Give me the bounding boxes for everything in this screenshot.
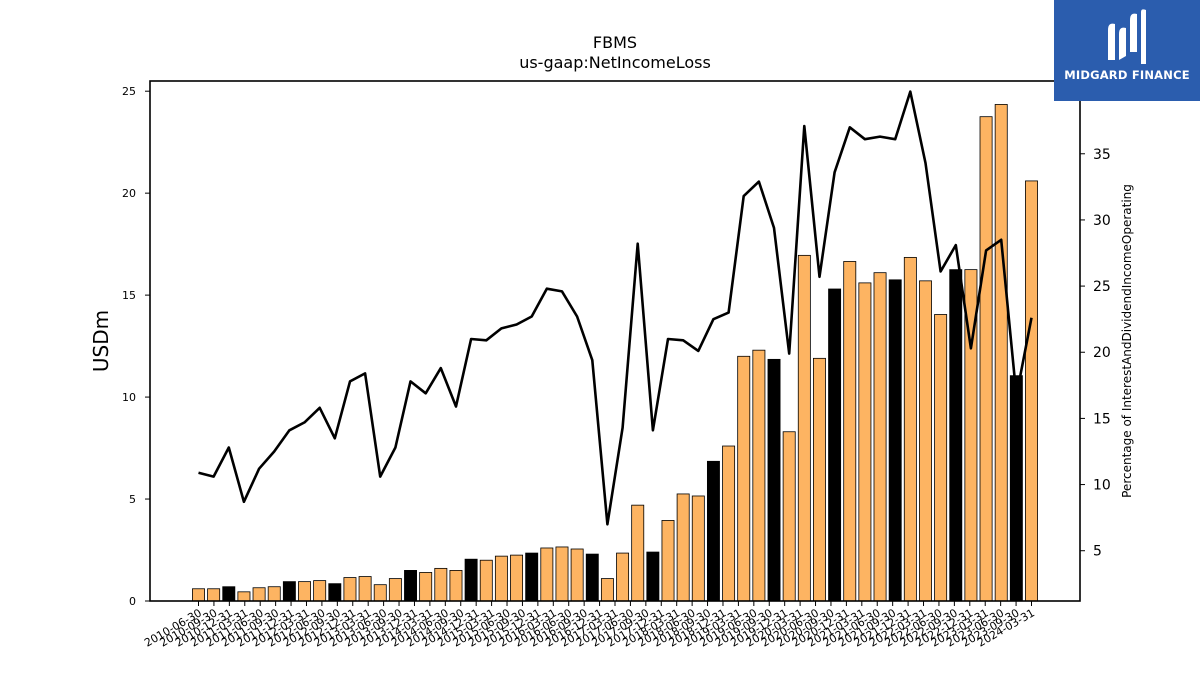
bar xyxy=(646,551,660,602)
y-axis-right: 5 10 15 20 25 30 35 xyxy=(1080,147,1111,560)
bar xyxy=(192,588,205,602)
bar xyxy=(207,588,221,602)
bar xyxy=(919,280,932,602)
y2-axis-label: Percentage of InterestAndDividendIncomeO… xyxy=(1120,184,1134,498)
bar xyxy=(691,495,705,602)
bar xyxy=(706,460,720,602)
bar xyxy=(813,357,826,602)
bar xyxy=(767,358,781,602)
y-tick-label: 25 xyxy=(122,85,136,98)
bar xyxy=(404,570,417,602)
y-tick-label: 15 xyxy=(122,289,136,302)
bar xyxy=(494,555,508,602)
bar xyxy=(934,314,948,602)
bar xyxy=(525,552,539,602)
bar xyxy=(979,116,993,602)
y-axis-label: USDm xyxy=(89,310,113,372)
bar xyxy=(282,581,296,602)
chart-subtitle: us-gaap:NetIncomeLoss xyxy=(519,53,711,72)
midgard-logo-icon xyxy=(1108,9,1146,65)
bar xyxy=(616,552,630,602)
bar xyxy=(994,104,1008,602)
y2-tick-label: 15 xyxy=(1093,411,1111,427)
y2-tick-label: 25 xyxy=(1093,279,1111,295)
bar xyxy=(540,547,554,602)
y2-tick-label: 20 xyxy=(1093,345,1111,361)
bar xyxy=(843,261,857,602)
brand-logo: MIDGARD FINANCE xyxy=(1054,0,1200,101)
bar xyxy=(358,576,372,602)
bar xyxy=(313,580,327,602)
bar xyxy=(419,572,433,602)
line-path xyxy=(198,90,1033,526)
y2-tick-label: 5 xyxy=(1093,544,1102,560)
bar xyxy=(631,504,645,602)
bar xyxy=(373,584,387,602)
bar-series xyxy=(192,104,1038,602)
bar xyxy=(949,269,963,602)
bar xyxy=(722,445,736,602)
bar xyxy=(797,254,811,602)
bar xyxy=(449,570,463,602)
y-tick-label: 10 xyxy=(122,391,136,404)
bar xyxy=(570,548,584,602)
bar xyxy=(328,583,342,602)
y-tick-label: 20 xyxy=(122,187,136,200)
bar xyxy=(267,586,281,602)
bar xyxy=(464,558,478,602)
y-tick-label: 5 xyxy=(129,493,136,506)
bar xyxy=(479,559,493,602)
bar xyxy=(237,591,251,602)
bar xyxy=(752,349,766,602)
bar xyxy=(858,282,872,602)
bar xyxy=(903,256,917,602)
bar xyxy=(1009,375,1023,602)
bar xyxy=(828,288,842,602)
y2-tick-label: 10 xyxy=(1093,478,1111,494)
x-axis: 2010-06-302010-09-302010-12-312011-03-31… xyxy=(142,601,1037,650)
bar xyxy=(434,567,448,602)
y2-tick-label: 35 xyxy=(1093,147,1111,163)
bar xyxy=(555,546,569,602)
bar xyxy=(737,355,751,602)
bar xyxy=(252,587,266,602)
bar xyxy=(585,553,599,602)
brand-name: MIDGARD FINANCE xyxy=(1064,68,1190,82)
bar xyxy=(782,431,796,602)
bar xyxy=(676,493,690,602)
bar xyxy=(222,586,236,602)
bar xyxy=(343,577,357,602)
bar xyxy=(661,520,675,602)
line-series xyxy=(198,90,1033,526)
bar xyxy=(510,554,524,602)
bar xyxy=(600,578,614,602)
bar xyxy=(888,279,902,602)
chart-title: FBMS xyxy=(593,33,637,52)
bar xyxy=(873,272,887,602)
y2-tick-label: 30 xyxy=(1093,213,1111,229)
bar xyxy=(298,581,311,602)
bar xyxy=(1025,180,1038,602)
bar xyxy=(388,578,402,602)
y-tick-label: 0 xyxy=(129,595,136,608)
y-axis-left: 0 5 10 15 20 25 xyxy=(122,85,150,608)
